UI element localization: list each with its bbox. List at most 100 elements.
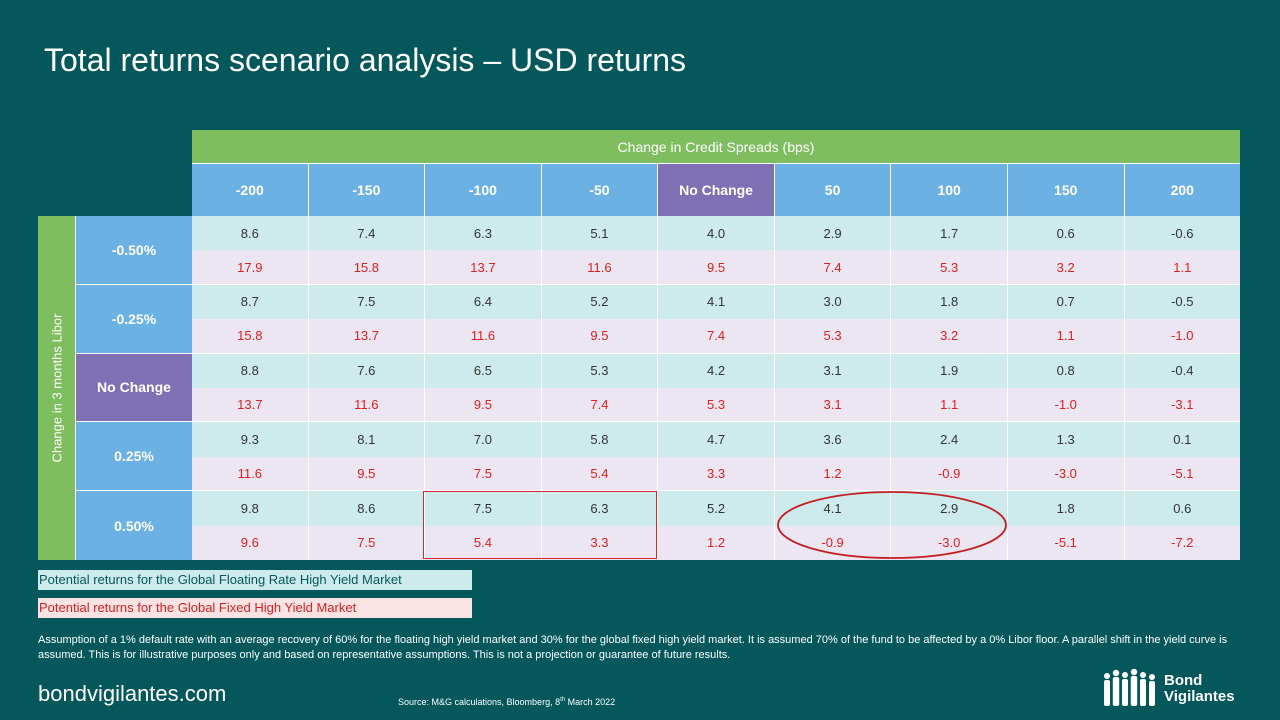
fixed-return-cell: -1.0 — [1008, 387, 1125, 422]
fixed-return-cell: 15.8 — [309, 250, 426, 284]
fixed-return-cell: 7.4 — [775, 250, 892, 284]
row-header: No Change — [76, 353, 192, 423]
floating-return-cell: 7.5 — [425, 491, 542, 526]
bond-vigilantes-logo: Bond Vigilantes — [1102, 664, 1252, 708]
column-header: 150 — [1007, 164, 1125, 216]
fixed-return-cell: 1.1 — [1008, 319, 1125, 353]
floating-return-cell: 9.8 — [192, 491, 309, 526]
table-row-fixed: 15.8 13.7 11.6 9.5 7.4 5.3 3.2 1.1 -1.0 — [192, 319, 1240, 354]
fixed-return-cell: -3.0 — [891, 525, 1008, 560]
fixed-return-cell: 7.5 — [425, 456, 542, 491]
floating-return-cell: 0.8 — [1008, 353, 1125, 388]
floating-return-cell: 6.4 — [425, 284, 542, 320]
column-header: -50 — [541, 164, 659, 216]
source-sup: th — [560, 697, 566, 703]
fixed-return-cell: 3.3 — [542, 525, 659, 560]
table-row-fixed: 11.6 9.5 7.5 5.4 3.3 1.2 -0.9 -3.0 -5.1 — [192, 456, 1240, 492]
fixed-return-cell: -7.2 — [1171, 535, 1194, 551]
floating-return-cell: 2.9 — [891, 491, 1008, 526]
fixed-return-cell: 7.4 — [542, 387, 659, 422]
fixed-return-cell: -3.1 — [1171, 397, 1194, 413]
floating-return-cell: 5.2 — [658, 491, 775, 526]
table-row-fixed: 13.7 11.6 9.5 7.4 5.3 3.1 1.1 -1.0 -3.1 — [192, 387, 1240, 423]
fixed-return-cell: -0.9 — [775, 525, 892, 560]
site-link[interactable]: bondvigilantes.com — [38, 681, 227, 706]
floating-return-cell: 5.1 — [542, 216, 659, 251]
floating-return-cell: 8.8 — [192, 353, 309, 388]
fixed-return-cell: -5.1 — [1008, 525, 1125, 560]
floating-return-cell: 7.4 — [309, 216, 426, 251]
floating-return-cell: -0.4 — [1171, 363, 1194, 379]
fixed-return-cell: 9.5 — [658, 250, 775, 284]
source-prefix: Source: M&G calculations, Bloomberg, 8 — [398, 697, 561, 707]
floating-return-cell: 0.7 — [1008, 284, 1125, 320]
floating-return-cell: 6.5 — [425, 353, 542, 388]
fixed-return-cell: 5.3 — [658, 387, 775, 422]
floating-return-cell: 1.8 — [1008, 491, 1125, 526]
fixed-return-cell: 5.4 — [425, 525, 542, 560]
floating-return-cell: 8.6 — [192, 216, 309, 251]
column-header: 100 — [891, 164, 1008, 216]
fixed-return-cell: 7.4 — [658, 319, 775, 353]
fixed-return-cell: -3.0 — [1008, 456, 1125, 491]
fixed-return-cell: 5.3 — [775, 319, 892, 353]
floating-return-cell: 2.4 — [891, 422, 1008, 457]
floating-return-cell: 8.1 — [309, 422, 426, 457]
logo-line1: Bond — [1164, 672, 1203, 689]
floating-return-cell: 7.6 — [309, 353, 426, 388]
credit-spreads-label: Change in Credit Spreads (bps) — [617, 138, 815, 155]
fixed-return-cell: 1.1 — [1173, 259, 1192, 275]
table-row-floating: 8.8 7.6 6.5 5.3 4.2 3.1 1.9 0.8 -0.4 — [192, 353, 1240, 388]
logo-line2: Vigilantes — [1164, 688, 1235, 705]
fixed-return-cell: 9.6 — [192, 525, 309, 560]
fixed-return-cell: 11.6 — [309, 387, 426, 422]
column-header: -200 — [192, 164, 309, 216]
floating-return-cell: 2.9 — [775, 216, 892, 251]
fixed-return-cell: 7.5 — [309, 525, 426, 560]
libor-axis-label: Change in 3 months Libor — [38, 216, 76, 560]
floating-return-cell: 6.3 — [425, 216, 542, 251]
column-headers: -200 -150 -100 -50 No Change 50 100 150 200 — [192, 164, 1241, 216]
row-header: -0.50% — [76, 216, 192, 285]
fixed-return-cell: 13.7 — [192, 387, 309, 422]
floating-return-cell: 7.5 — [309, 284, 426, 320]
fixed-return-cell: 11.6 — [542, 250, 659, 284]
legend-floating: Potential returns for the Global Floatin… — [38, 570, 472, 590]
column-header: -150 — [308, 164, 426, 216]
floating-return-cell: 1.3 — [1008, 422, 1125, 457]
floating-return-cell: 4.2 — [658, 353, 775, 388]
floating-return-cell: 4.0 — [658, 216, 775, 251]
fixed-return-cell: 9.5 — [309, 456, 426, 491]
fixed-return-cell: 5.4 — [542, 456, 659, 491]
floating-return-cell: -0.6 — [1171, 225, 1194, 241]
source-suffix: March 2022 — [565, 697, 616, 707]
footnote: Assumption of a 1% default rate with an … — [38, 634, 1228, 661]
fixed-return-cell: 1.1 — [891, 387, 1008, 422]
libor-label: Change in 3 months Libor — [49, 313, 64, 463]
fixed-return-cell: 9.5 — [425, 387, 542, 422]
floating-return-cell: 5.2 — [542, 284, 659, 320]
floating-return-cell: 1.8 — [891, 284, 1008, 320]
table-row-floating: 8.6 7.4 6.3 5.1 4.0 2.9 1.7 0.6 -0.6 — [192, 216, 1240, 251]
floating-return-cell: 1.9 — [891, 353, 1008, 388]
fixed-return-cell: -5.1 — [1171, 465, 1194, 481]
fixed-return-cell: 17.9 — [192, 250, 309, 284]
floating-return-cell: 4.1 — [775, 491, 892, 526]
column-header: -100 — [425, 164, 542, 216]
row-header: 0.25% — [76, 422, 192, 492]
floating-return-cell: 3.6 — [775, 422, 892, 457]
column-header: 200 — [1124, 164, 1241, 216]
floating-return-cell: 6.3 — [542, 491, 659, 526]
table-row-floating: 9.3 8.1 7.0 5.8 4.7 3.6 2.4 1.3 0.1 — [192, 422, 1240, 457]
fixed-return-cell: 1.2 — [658, 525, 775, 560]
table-row-floating: 8.7 7.5 6.4 5.2 4.1 3.0 1.8 0.7 -0.5 — [192, 284, 1240, 320]
fixed-return-cell: -1.0 — [1171, 328, 1194, 344]
fixed-return-cell: 1.2 — [775, 456, 892, 491]
returns-grid: 8.6 7.4 6.3 5.1 4.0 2.9 1.7 0.6 -0.6 17.9 15.8 13.7… — [192, 216, 1240, 560]
floating-return-cell: 4.1 — [658, 284, 775, 320]
legend-fixed: Potential returns for the Global Fixed H… — [38, 598, 472, 618]
table-row-fixed: 9.6 7.5 5.4 3.3 1.2 -0.9 -3.0 -5.1 -7.2 — [192, 525, 1240, 560]
fixed-return-cell: -0.9 — [891, 456, 1008, 491]
row-headers: -0.50% -0.25% No Change 0.25% 0.50% — [76, 216, 192, 560]
row-header: 0.50% — [76, 491, 192, 560]
